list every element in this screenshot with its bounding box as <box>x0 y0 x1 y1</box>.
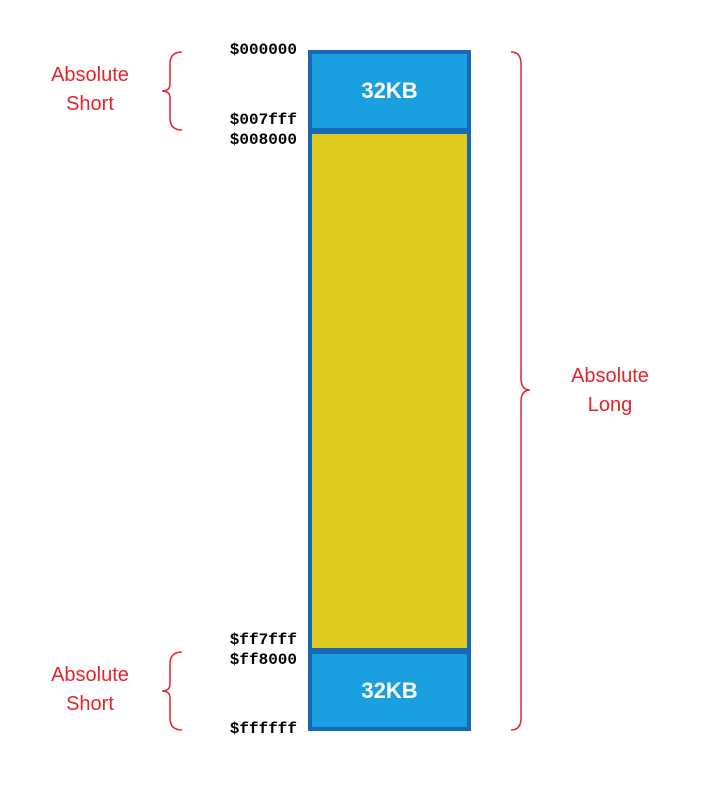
label-absolute-short-top-line2: Short <box>66 93 114 115</box>
brace-top-short <box>161 51 183 131</box>
segment-bottom-label: 32KB <box>361 677 418 703</box>
brace-long <box>510 51 531 731</box>
label-absolute-short-top: Absolute Short <box>30 61 150 119</box>
segment-middle <box>308 130 471 652</box>
label-absolute-short-bottom-line2: Short <box>66 693 114 715</box>
address-ff8000: $ff8000 <box>229 651 297 669</box>
segment-bottom-32kb: 32KB <box>308 650 471 731</box>
label-absolute-long-line1: Absolute <box>571 365 649 387</box>
address-ff7fff: $ff7fff <box>229 631 297 649</box>
label-absolute-long: Absolute Long <box>550 362 670 420</box>
segment-top-label: 32KB <box>361 78 418 103</box>
label-absolute-short-bottom: Absolute Short <box>30 661 150 719</box>
address-008000: $008000 <box>229 131 297 149</box>
label-absolute-long-line2: Long <box>587 394 633 416</box>
label-absolute-short-bottom-line1: Absolute <box>51 664 129 686</box>
address-000000: $000000 <box>229 41 297 59</box>
address-ffffff: $ffffff <box>229 720 297 738</box>
label-absolute-short-top-line1: Absolute <box>51 64 129 86</box>
address-007fff: $007fff <box>229 111 297 129</box>
brace-bottom-short <box>161 651 183 731</box>
